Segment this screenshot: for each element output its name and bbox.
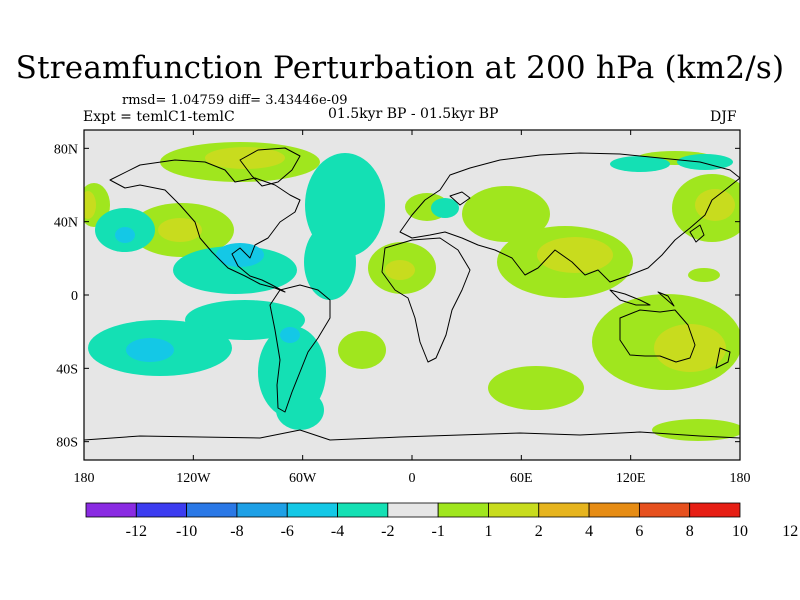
x-tick-label: 60E [510,471,533,486]
y-tick-label: 40S [56,362,78,377]
antarctica-coast [84,429,740,441]
africa-coast [381,237,471,363]
x-tick-label: 180 [730,471,751,486]
period-label: 01.5kyr BP - 01.5kyr BP [328,106,499,122]
colorbar-label: -8 [230,523,243,540]
greenland-coast [239,147,301,187]
colorbar-swatch [588,502,640,518]
x-axis-labels: 180 120W 60W 0 60E 120E 180 [74,471,751,486]
coastlines [84,147,740,441]
colorbar-label: -1 [431,523,444,540]
axis-ticks [83,130,741,460]
y-axis-labels: 80N 40N 0 40S 80S [54,142,78,450]
colorbar-label: -4 [331,523,344,540]
x-tick-label: 180 [74,471,95,486]
map-title: Streamfunction Perturbation at 200 hPa (… [15,50,785,86]
x-tick-label: 120E [616,471,646,486]
y-tick-label: 80S [56,436,78,451]
y-tick-label: 40N [54,216,78,231]
strong-negative-south-pacific [126,338,174,362]
colorbar-label: 6 [635,523,643,540]
colorbar-swatch [387,502,439,518]
colorbar-swatch [186,502,238,518]
strong-negative-andes [280,327,300,343]
strong-negative-gulf [216,243,264,267]
colorbar-label: -10 [176,523,197,540]
strong-positive-asia [537,237,613,273]
strong-positive-dateline [84,191,96,219]
negative-anomaly-mediterranean [431,198,459,218]
colorbar-swatch [135,502,188,518]
strong-negative-anomaly-regions [115,227,300,362]
colorbar-swatch [689,502,741,518]
contour-field [84,130,740,460]
colorbar-label: 1 [484,523,492,540]
strong-positive-africa [385,260,415,280]
season-label: DJF [710,109,737,125]
eurasia-coast [399,152,740,283]
positive-anomaly-west-pacific [688,268,720,282]
y-tick-label: 80N [54,142,78,157]
positive-anomaly-central-asia [462,186,550,242]
island-coasts [449,191,731,369]
x-tick-label: 120W [176,471,211,486]
colorbar-swatch [286,502,338,518]
experiment-label: Expt = temlC1-temlC [83,109,235,125]
negative-anomaly-east-siberia [677,154,733,170]
south-america-coast [269,284,331,413]
colorbar-labels: -12 -10 -8 -6 -4 -2 -1 1 2 4 6 8 10 12 [126,523,799,540]
strong-positive-nw-pacific [695,189,735,221]
colorbar-swatch [488,502,540,518]
positive-anomaly-southern-ocean [652,419,740,441]
colorbar-swatch [437,502,489,518]
colorbar [85,502,741,518]
stats-label: rmsd= 1.04759 diff= 3.43446e-09 [122,93,348,108]
neutral-background [84,130,740,460]
colorbar-swatch [236,502,288,518]
colorbar-swatch [538,502,590,518]
australia-coast [619,309,696,363]
colorbar-swatch [85,502,137,518]
colorbar-label: 4 [585,523,593,540]
colorbar-swatch [638,502,691,518]
positive-anomaly-south-atlantic [338,331,386,369]
colorbar-label: -6 [281,523,294,540]
colorbar-label: 8 [686,523,694,540]
strong-positive-greenland [205,147,285,169]
positive-anomaly-south-indian [488,366,584,410]
colorbar-label: 12 [782,523,798,540]
negative-anomaly-patagonia [276,390,324,430]
strong-negative-hawaii [115,227,135,243]
north-america-coast [109,159,301,293]
colorbar-label: 2 [535,523,543,540]
x-tick-label: 60W [289,471,317,486]
strong-positive-north-pacific [158,218,202,242]
colorbar-label: 10 [732,523,748,540]
x-tick-label: 0 [409,471,416,486]
y-tick-label: 0 [71,289,78,304]
colorbar-label: -2 [381,523,394,540]
negative-anomaly-tropical-atlantic [304,224,356,300]
colorbar-label: -12 [126,523,147,540]
negative-anomaly-siberia [610,156,670,172]
colorbar-swatch [337,502,389,518]
